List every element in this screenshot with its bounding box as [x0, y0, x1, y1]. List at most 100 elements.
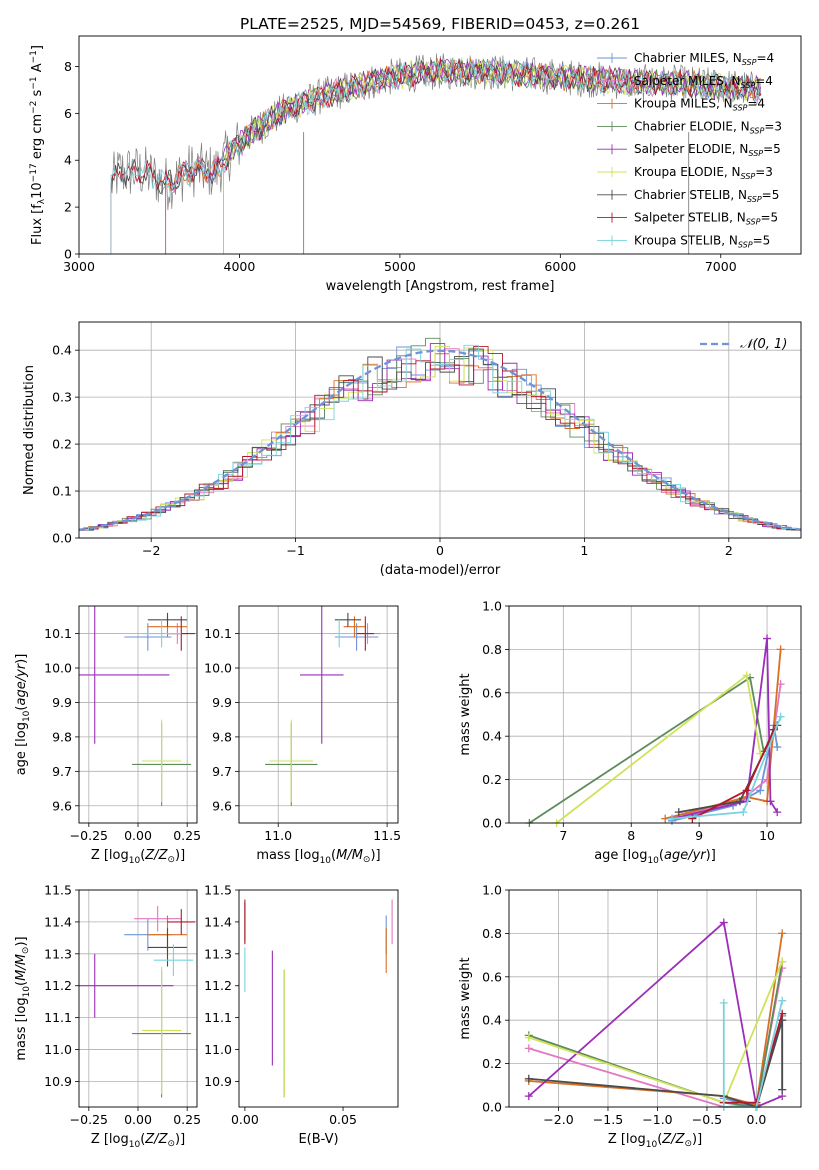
weight-marker-chabrier-stelib: [735, 797, 744, 806]
y-tick-label: 10.9: [204, 1074, 232, 1089]
weight-marker-salpeter-miles: [524, 1044, 533, 1053]
histogram-salpeter-stelib: [79, 346, 801, 531]
errorbar-kroupa-stelib: [153, 944, 194, 977]
y-tick-label: 11.2: [44, 978, 72, 993]
y-tick-label: 9.8: [212, 729, 232, 744]
y-tick-label: 10.1: [44, 626, 72, 641]
y-tick-label: 11.2: [204, 978, 232, 993]
legend-label-salpeter-miles: Salpeter MILES, NSSP=4: [634, 74, 773, 90]
y-tick-label: 4: [64, 153, 72, 168]
axes-frame: [78, 605, 198, 824]
legend-label-kroupa-miles: Kroupa MILES, NSSP=4: [634, 97, 765, 113]
legend-normal-label: 𝒩(0, 1): [740, 337, 787, 352]
weight-vs-age-panel: 7 8 9 10 0.0 0.2 0.4 0.6 0.8 1.0 age [log10(age/yr…: [458, 599, 802, 866]
x-tick-label: 9: [695, 828, 703, 843]
weight-marker-kroupa-elodie: [742, 671, 751, 680]
x-tick-label: 0.0: [747, 1112, 767, 1127]
errorbar-kroupa-elodie: [269, 719, 314, 803]
weight-vs-Z-plot-area: [524, 918, 787, 1111]
y-tick-label: 0.8: [482, 642, 502, 657]
errorbar-salpeter-stelib: [356, 616, 375, 651]
y-tick-label: 11.1: [44, 1010, 72, 1025]
y-tick-label: 0.2: [482, 772, 502, 787]
residual-plot-area: [79, 337, 801, 533]
y-tick-label: 0.0: [482, 816, 502, 831]
mass-vs-Z-plot-area: [79, 905, 196, 1098]
y-tick-label: 11.1: [204, 1010, 232, 1025]
errorbar-kroupa-stelib: [330, 619, 348, 648]
weight-line-chabrier-stelib: [678, 724, 779, 814]
weight-line-salpeter-elodie: [528, 920, 783, 1109]
y-axis-label: mass [log10(M/M⊙)]: [14, 936, 32, 1060]
legend-label-chabrier-miles: Chabrier MILES, NSSP=4: [634, 51, 774, 67]
y-tick-label: 9.6: [212, 798, 232, 813]
weight-marker-kroupa-stelib: [667, 814, 676, 823]
y-tick-label: 11.5: [204, 883, 232, 898]
weight-marker-salpeter-elodie: [524, 1092, 533, 1101]
x-tick-label: 6000: [544, 259, 576, 274]
weight-marker-kroupa-miles: [778, 929, 787, 938]
y-tick-label: 11.5: [44, 883, 72, 898]
y-tick-label: 2: [64, 200, 72, 215]
x-axis-label: mass [log10(M/M⊙)]: [256, 848, 380, 866]
axes-frame: [238, 605, 399, 824]
x-tick-label: 3000: [63, 259, 95, 274]
weight-marker-chabrier-miles: [756, 786, 765, 795]
errorbar-salpeter-stelib: [167, 909, 196, 935]
mass-vs-ebv-panel: 0.00 0.05 10.9 11.0 11.1 11.2 11.3 11.4 11.5 E(B-…: [204, 883, 399, 1147]
spectrum-panel: 3000 4000 5000 6000 7000 0 2 4 6 8 wavelength [Ang…: [29, 35, 802, 294]
x-tick-label: 0.25: [173, 1112, 201, 1127]
y-tick-label: 11.4: [204, 914, 232, 929]
weight-marker-kroupa-stelib: [776, 712, 785, 721]
x-tick-label: −1.0: [642, 1112, 672, 1127]
spectrum-plot-area: [110, 53, 762, 254]
x-tick-label: 0.00: [231, 1112, 259, 1127]
errorbar-kroupa-elodie: [141, 719, 182, 803]
legend-label-salpeter-stelib: Salpeter STELIB, NSSP=5: [634, 211, 778, 227]
axes-frame: [238, 889, 399, 1108]
legend-label-chabrier-elodie: Chabrier ELODIE, NSSP=3: [634, 119, 782, 135]
errorbar-chabrier-miles: [334, 623, 379, 651]
residual-panel: −2 −1 0 1 2 0.0 0.1 0.2 0.3 0.4 (data-model)/error…: [22, 321, 802, 578]
x-tick-label: 0.05: [329, 1112, 357, 1127]
y-tick-label: 9.9: [52, 695, 72, 710]
axes-frame: [508, 605, 802, 824]
x-axis-label: wavelength [Angstrom, rest frame]: [326, 279, 555, 294]
y-tick-label: 0.6: [482, 685, 502, 700]
weight-marker-chabrier-stelib: [778, 1085, 787, 1094]
x-tick-label: −0.5: [692, 1112, 722, 1127]
spectrum-legend: Chabrier MILES, NSSP=4 Salpeter MILES, NS…: [597, 51, 782, 249]
x-axis-label: age [log10(age/yr)]: [594, 848, 716, 866]
normal-curve: [79, 349, 801, 531]
y-tick-label: 11.3: [44, 946, 72, 961]
y-axis-label: mass weight: [458, 673, 473, 755]
axes-frame: [78, 321, 802, 539]
weight-marker-salpeter-stelib: [742, 786, 751, 795]
weight-marker-salpeter-elodie: [719, 918, 728, 927]
weight-marker-kroupa-stelib: [778, 996, 787, 1005]
x-tick-label: −1.5: [593, 1112, 623, 1127]
x-tick-label: 5000: [384, 259, 416, 274]
y-tick-label: 11.4: [44, 914, 72, 929]
x-tick-label: 1: [580, 543, 588, 558]
weight-marker-kroupa-elodie: [524, 1033, 533, 1042]
x-tick-label: 0.25: [173, 828, 201, 843]
figure-title: PLATE=2525, MJD=54569, FIBERID=0453, z=0…: [240, 15, 640, 33]
weight-line-chabrier-miles: [723, 1015, 784, 1109]
x-tick-label: −1: [286, 543, 304, 558]
x-axis-label: Z [log10(Z/Z⊙)]: [608, 1132, 702, 1150]
legend-label-chabrier-stelib: Chabrier STELIB, NSSP=5: [634, 188, 779, 204]
y-tick-label: 0.1: [52, 484, 72, 499]
weight-marker-salpeter-elodie: [763, 634, 772, 643]
weight-marker-kroupa-stelib: [739, 808, 748, 817]
x-axis-label: Z [log10(Z/Z⊙)]: [91, 1132, 185, 1150]
y-axis-label: mass weight: [458, 957, 473, 1039]
errorbar-chabrier-stelib: [147, 612, 188, 627]
weight-marker-chabrier-miles: [773, 743, 782, 752]
y-tick-label: 0.0: [52, 531, 72, 546]
weight-marker-kroupa-elodie: [778, 957, 787, 966]
age-vs-mass-panel: 11.0 11.5 9.6 9.7 9.8 9.9 10.0 10.1 mass [log10(…: [204, 605, 401, 866]
y-tick-label: 0.2: [52, 437, 72, 452]
mass-vs-ebv-plot-area: [244, 899, 393, 1098]
